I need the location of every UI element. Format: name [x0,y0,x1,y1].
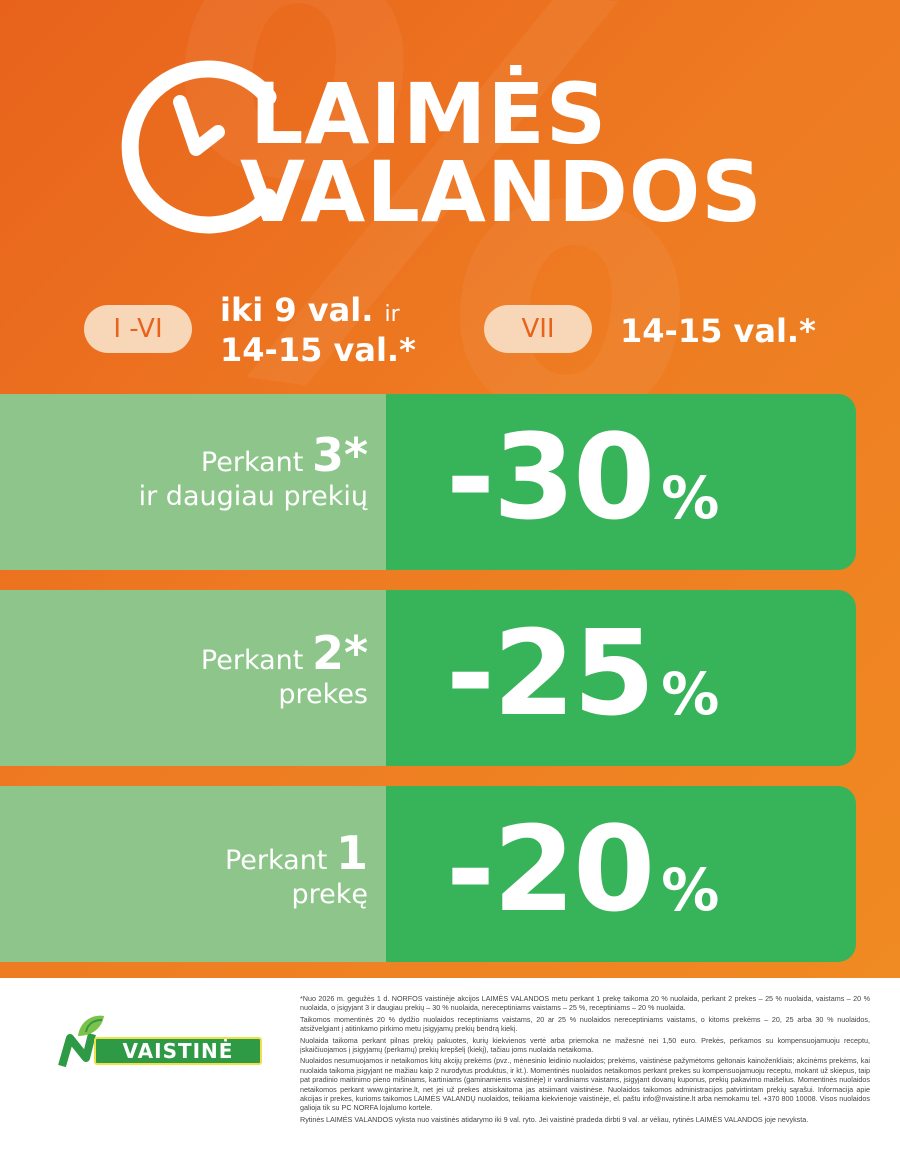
weekdays-connector: ir [384,302,400,327]
offer-discount: -30% [446,418,719,536]
offer-suffix: ir daugiau prekių [138,481,368,512]
footnote-paragraph: *Nuo 2026 m. gegužės 1 d. NORFOS vaistin… [300,994,870,1013]
weekdays-time-line-1: iki 9 val. ir [220,290,400,335]
weekdays-time-morning: iki 9 val. [220,291,374,329]
offer-discount-value: -30 [446,408,655,546]
offer-discount-value: -25 [446,604,655,742]
offer-discount: -25% [446,614,719,732]
clock-icon [121,60,277,234]
percent-sign: % [661,660,719,728]
offer-quantity: 3* [311,428,368,482]
offer-condition: Perkant 2* prekes [200,630,368,712]
offer-discount-panel [386,786,856,962]
offer-quantity: 1 [335,826,368,880]
percent-sign: % [661,856,719,924]
offer-row: Perkant 3* ir daugiau prekių -30% [0,394,900,570]
offer-quantity: 2* [311,626,368,680]
offer-condition: Perkant 1 prekę [224,830,368,912]
offer-discount-panel [386,394,856,570]
sunday-badge: VII [484,305,592,353]
title-line-2: VALANDOS [240,143,763,241]
footnote-paragraph: Nuolaida taikoma perkant pilnas prekių p… [300,1035,870,1055]
offer-prefix: Perkant [224,845,328,876]
offer-row: Perkant 1 prekę -20% [0,786,900,962]
offer-suffix: prekę [291,879,368,910]
offer-condition-panel [0,590,388,766]
brand-logo: VAISTINĖ [56,1012,266,1068]
offer-row: Perkant 2* prekes -25% [0,590,900,766]
hero-section: % LAIMĖS VALANDOS I -VI iki 9 val. ir 14… [0,0,900,978]
offer-discount: -20% [446,810,719,928]
offer-condition-panel [0,786,388,962]
weekdays-time-line-2: 14-15 val.* [220,331,416,369]
brand-name: VAISTINĖ [94,1037,262,1065]
title-line-1: LAIMĖS [250,65,608,163]
offer-discount-value: -20 [446,800,655,938]
offer-suffix: prekes [278,679,368,710]
legal-footnotes: *Nuo 2026 m. gegužės 1 d. NORFOS vaistin… [300,994,870,1126]
weekdays-badge: I -VI [84,305,192,353]
sunday-time: 14-15 val.* [620,312,816,350]
percent-sign: % [661,464,719,532]
footnote-paragraph: Nuolaidos nesumuojamos ir netaikomos kit… [300,1056,870,1113]
leaf-icon [58,1015,104,1068]
footnote-paragraph: Taikomos momentinės 20 % dydžio nuolaido… [300,1014,870,1034]
offer-condition: Perkant 3* ir daugiau prekių [138,432,368,514]
footnote-paragraph: Rytinės LAIMĖS VALANDOS vyksta nuo vaist… [300,1114,809,1124]
offer-prefix: Perkant [200,447,304,478]
offer-discount-panel [386,590,856,766]
offer-condition-panel [0,394,388,570]
offer-prefix: Perkant [200,645,304,676]
